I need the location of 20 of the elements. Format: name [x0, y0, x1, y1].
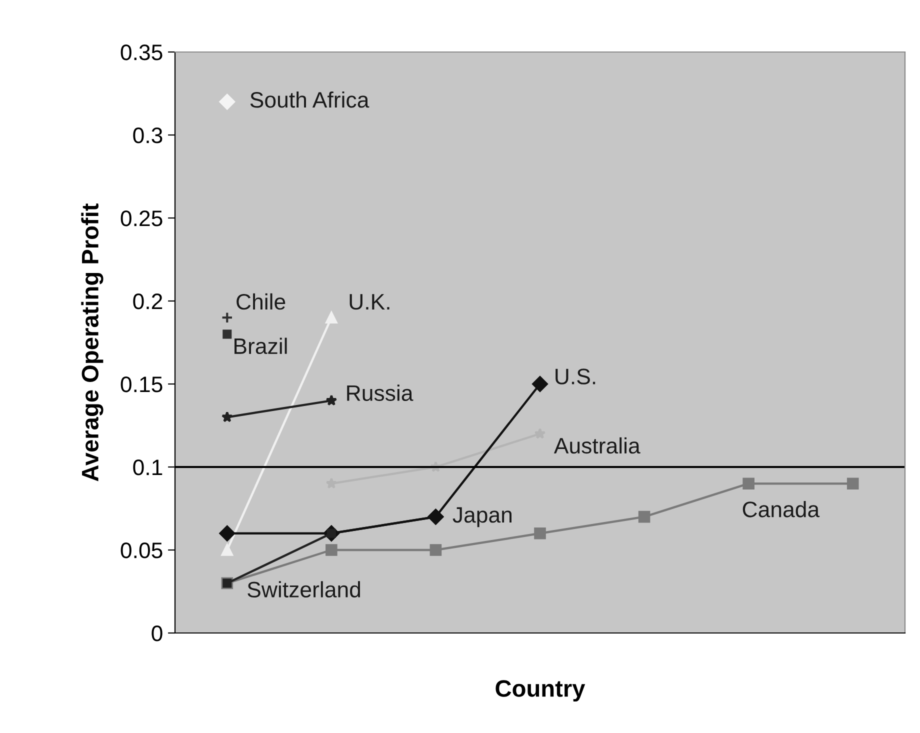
series-label: U.S. [556, 368, 596, 384]
y-tick-label: 0.05 [120, 542, 162, 558]
series-label: U.K. [350, 294, 390, 310]
y-tick-label: 0.15 [120, 376, 162, 392]
y-axis-title: Average Operating Profit [81, 203, 104, 482]
y-tick-label: 0.2 [133, 294, 162, 310]
series-label: South Africa [250, 91, 370, 108]
series-label: Switzerland [248, 581, 360, 598]
y-tick-label: 0.35 [120, 44, 162, 60]
series-label: Japan [452, 507, 512, 528]
series-label: Chile [236, 293, 286, 310]
series-label: Australia [554, 437, 640, 454]
y-tick-label: 0.1 [133, 460, 162, 476]
series-label: Russia [347, 384, 414, 402]
series-label: Brazil [234, 338, 287, 354]
x-axis-title: Country [496, 680, 586, 702]
y-tick-label: 0 [152, 626, 162, 642]
y-tick-label: 0.25 [120, 210, 162, 226]
series-label: Canada [742, 501, 820, 518]
y-tick-label: 0.3 [133, 128, 162, 144]
